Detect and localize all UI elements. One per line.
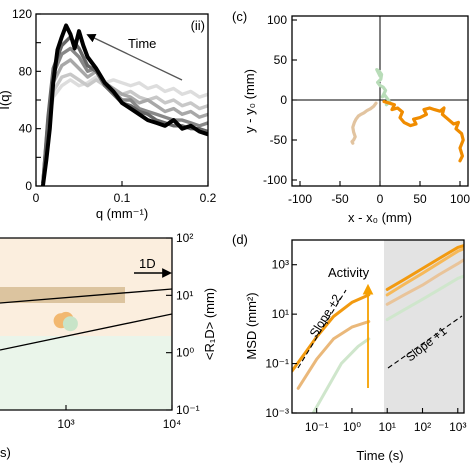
- iq-series-line: [40, 23, 208, 186]
- iq-series-line: [41, 35, 208, 184]
- trajectory-x-tick-label: -50: [331, 192, 349, 206]
- iq-x-tick-label: 0.1: [114, 191, 131, 205]
- msd-slope2-guide: [297, 289, 347, 369]
- trajectory-panel-label: (c): [232, 9, 247, 24]
- msd-y-tick-label: 10⁻¹: [265, 357, 289, 371]
- r1d-x-tick-label: 10³: [57, 417, 74, 431]
- trajectory-y-tick-label: 100: [267, 13, 287, 27]
- msd-axes-frame: [291, 239, 465, 414]
- msd-series-line: [311, 337, 371, 413]
- r1d-fit-line-lower: [0, 313, 172, 351]
- trajectory-y-tick-label: 50: [274, 53, 288, 67]
- r1d-annotation: 1D: [139, 256, 156, 271]
- trajectory-series-line: [350, 101, 378, 145]
- msd-y-tick-label: 10¹: [272, 307, 289, 321]
- msd-slope1-guide: [387, 315, 463, 369]
- r1d-point: [62, 316, 78, 332]
- msd-y-tick-label: 10⁻³: [265, 406, 289, 420]
- iq-x-tick-label: 0.2: [200, 191, 217, 205]
- msd-series-line: [296, 320, 371, 390]
- iq-y-tick-label: 40: [19, 122, 33, 136]
- iq-x-axis-label: q (mm⁻¹): [96, 206, 148, 221]
- r1d-y-tick-label: 10⁰: [176, 346, 194, 360]
- trajectory-y-tick-label: -50: [270, 133, 288, 147]
- panel-msd: (d) 10⁻¹ 10⁰ 10¹ 10² 10³ 10⁻³ 10⁻¹ 10¹ 10³ Activ…: [232, 232, 466, 463]
- iq-y-tick-label: 120: [12, 7, 32, 21]
- trajectory-x-tick-label: 50: [413, 192, 427, 206]
- msd-x-tick-label: 10⁰: [343, 420, 361, 434]
- msd-series-line: [292, 293, 371, 373]
- r1d-y-tick-label: 10²: [176, 231, 193, 245]
- r1d-x-tick-label: 10⁴: [163, 417, 182, 431]
- iq-x-tick-label: 0: [33, 191, 40, 205]
- msd-x-axis-label: Time (s): [356, 448, 403, 463]
- r1d-y-axis-label: <R₁D> (mm): [202, 288, 217, 360]
- r1d-y-tick-label: 10¹: [176, 288, 193, 302]
- msd-x-tick-label: 10¹: [379, 420, 396, 434]
- trajectory-series-line: [382, 99, 465, 163]
- msd-slope2-annotation: Slope +2: [307, 291, 344, 339]
- r1d-y-tick-label: 10⁻¹: [176, 403, 200, 417]
- iq-y-axis-label: I(q): [0, 90, 12, 110]
- r1d-data-band-fill: [0, 287, 125, 303]
- msd-series-line: [385, 244, 464, 291]
- iq-series-line: [41, 58, 208, 184]
- r1d-fit-line-upper: [0, 288, 172, 304]
- trajectory-x-tick-label: -100: [288, 192, 312, 206]
- msd-panel-label: (d): [232, 232, 248, 247]
- iq-panel-label: (ii): [191, 18, 205, 33]
- msd-series-line: [385, 247, 464, 297]
- r1d-data-band: [0, 287, 125, 303]
- msd-series-line: [385, 258, 464, 306]
- iq-y-tick-label: 80: [19, 64, 33, 78]
- msd-x-tick-label: 10²: [414, 420, 431, 434]
- r1d-axes-frame: [0, 237, 173, 411]
- iq-time-arrow: [86, 34, 183, 81]
- iq-series-line: [41, 75, 208, 184]
- trajectory-y-axis-label: y - y₀ (mm): [242, 69, 257, 133]
- trajectory-series-line: [375, 67, 392, 107]
- trajectory-y-tick-label: 0: [280, 93, 287, 107]
- msd-y-tick-label: 10³: [272, 258, 289, 272]
- msd-x-tick-label: 10⁻¹: [305, 420, 329, 434]
- r1d-x-axis-label: s): [0, 445, 11, 460]
- trajectory-y-tick-label: -100: [263, 173, 287, 187]
- trajectory-x-tick-label: 100: [450, 192, 470, 206]
- trajectory-x-tick-label: 0: [377, 192, 384, 206]
- msd-activity-annotation: Activity: [328, 265, 370, 280]
- trajectory-x-axis-label: x - x₀ (mm): [348, 210, 412, 225]
- r1d-lower-shade: [0, 336, 172, 410]
- msd-x-tick-label: 10³: [449, 420, 466, 434]
- panel-trajectory: (c) -100-100 -50 -50 0 0 50 50 100 100 x - x₀ (m…: [232, 9, 470, 225]
- iq-y-tick-label: 0: [25, 179, 32, 193]
- msd-y-axis-label: MSD (mm²): [244, 292, 259, 359]
- iq-time-annotation: Time: [128, 36, 156, 51]
- panel-iq: (ii) 0 0.1 0.2 0 40 80 120 q (mm⁻¹) I(q) Time: [0, 7, 217, 221]
- msd-series-line: [385, 274, 464, 322]
